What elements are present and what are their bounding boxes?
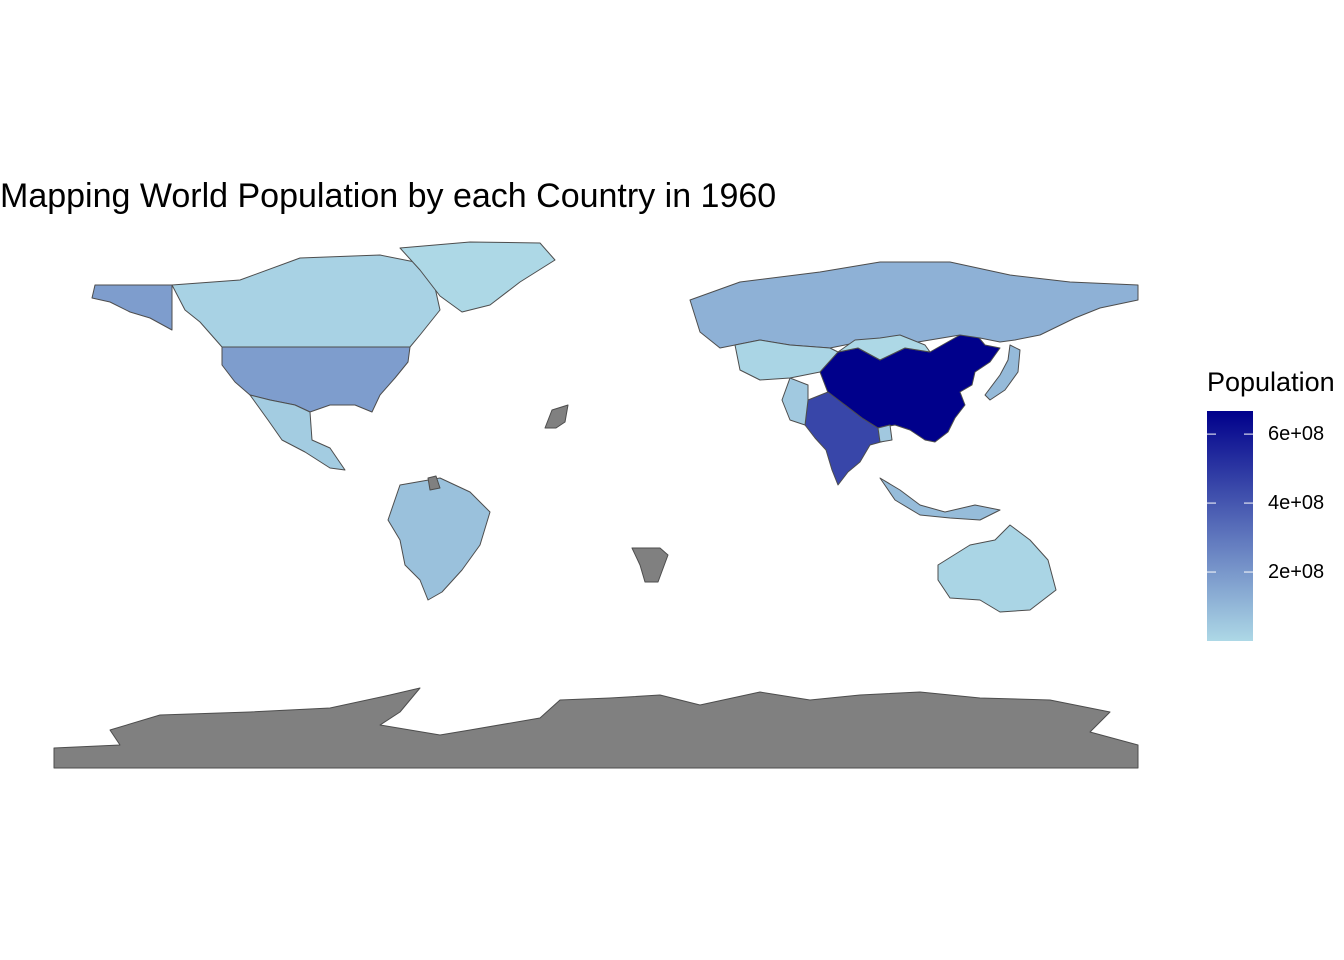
country-canada [171,254,441,348]
legend-tick-label: 2e+08 [1268,561,1325,584]
country-australia [937,524,1057,613]
country-mongolia [837,334,931,361]
legend-colorbar [1207,411,1253,641]
country-india [804,391,891,486]
legend-ticks [1207,433,1253,573]
country-mexico [249,394,346,471]
legend-tick-label: 4e+08 [1268,492,1325,515]
country-antarctica [53,687,1139,769]
country-united-states [221,346,411,413]
country-russia [689,261,1139,349]
country-french-guiana [427,475,441,491]
country-kazakhstan [734,339,839,381]
country-bangladesh [877,424,893,443]
country-pakistan [781,377,809,426]
map-title: Mapping World Population by each Country… [0,177,777,215]
country-western-sahara [544,404,569,429]
country-layer [53,241,1139,769]
country-greenland [399,241,556,313]
legend-title: Population [1207,367,1335,397]
legend-tick-label: 6e+08 [1268,423,1325,446]
country-brazil [387,477,491,601]
country-japan [984,344,1021,401]
country-alaska-us [91,284,173,331]
country-indonesia [879,477,1001,521]
country-namibia [631,547,669,583]
